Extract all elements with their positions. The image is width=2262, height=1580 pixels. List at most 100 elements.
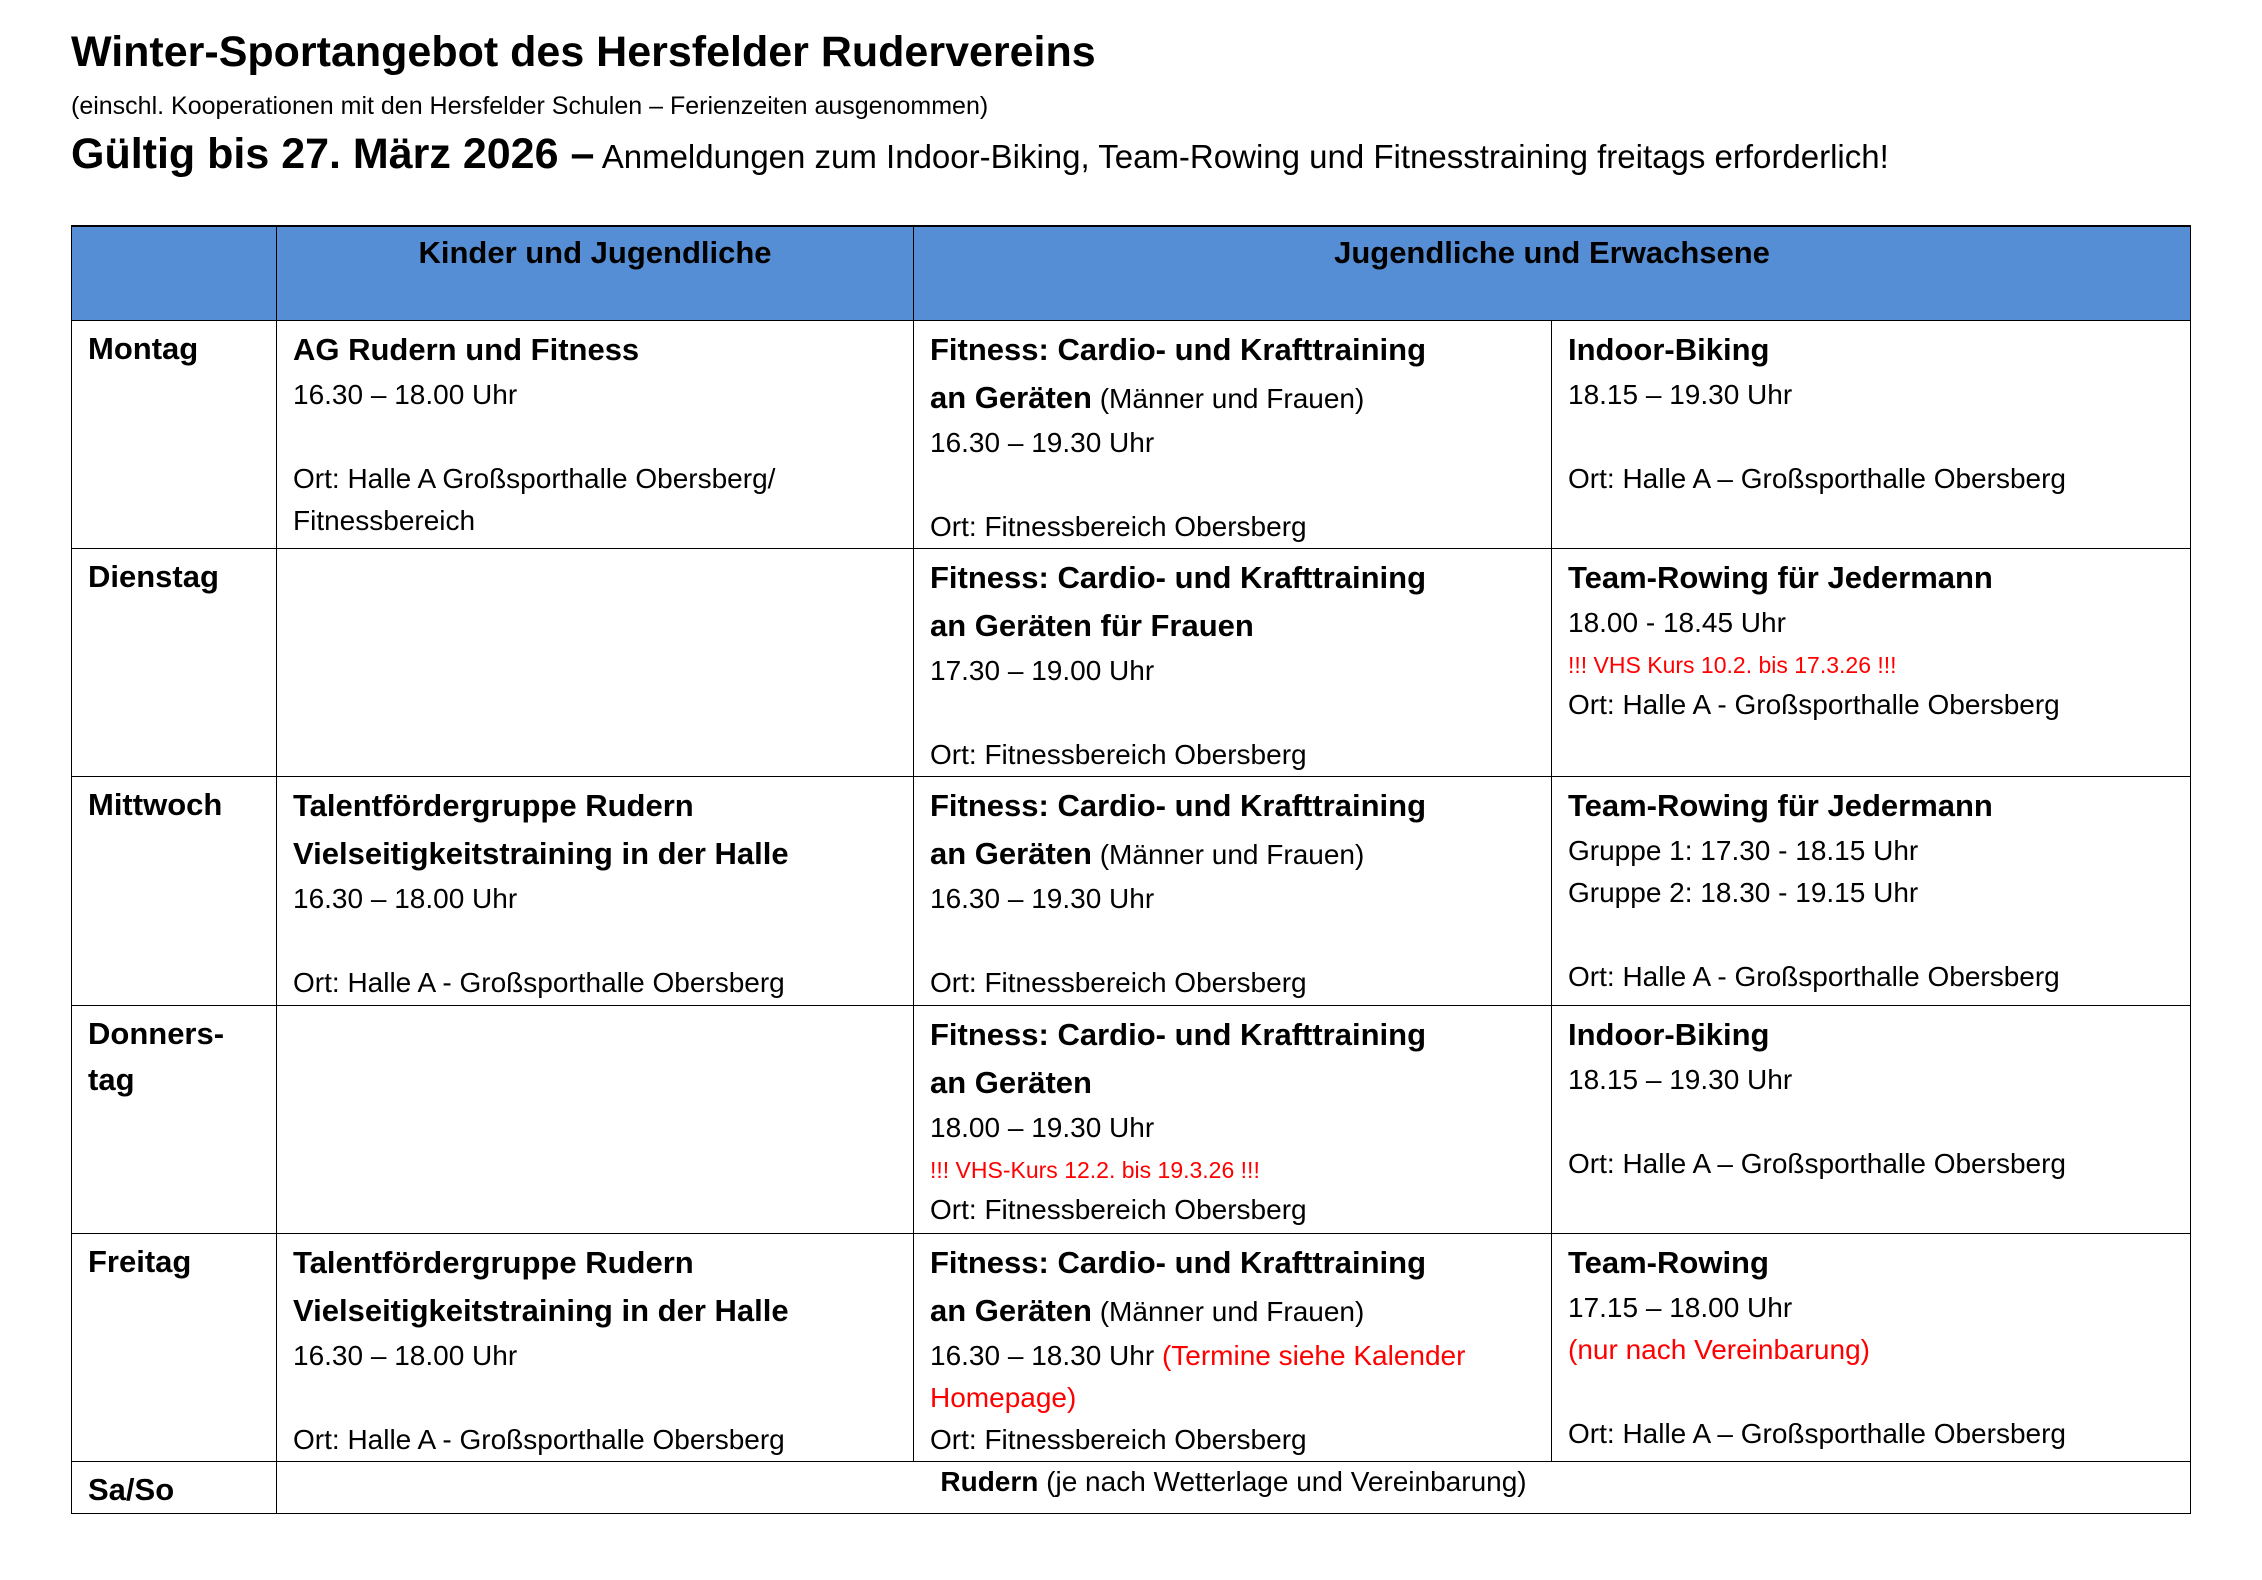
activity-title: AG Rudern und Fitness [293, 331, 640, 367]
cell-line: Ort: Fitnessbereich Obersberg [930, 1189, 1535, 1231]
cell-line: Team-Rowing [1568, 1239, 2174, 1287]
schedule-table: Kinder und Jugendliche Jugendliche und E… [71, 225, 2191, 1514]
validity-line: Gültig bis 27. März 2026 – Anmeldungen z… [71, 130, 1889, 179]
cell-line: an Geräten (Männer und Frauen) [930, 1287, 1535, 1335]
cell-line: !!! VHS-Kurs 12.2. bis 19.3.26 !!! [930, 1149, 1535, 1189]
table-row: Dienstag Fitness: Cardio- und Krafttraini… [71, 547, 2191, 777]
cell-line: (nur nach Vereinbarung) [1568, 1329, 2174, 1371]
cell-line: !!! VHS Kurs 10.2. bis 17.3.26 !!! [1568, 644, 2174, 684]
activity-title: Fitness: Cardio- und Krafttraining [930, 1016, 1426, 1052]
notice-text: Homepage) [930, 1381, 1077, 1413]
cell-line: Fitness: Cardio- und Krafttraining [930, 782, 1535, 830]
detail-text: 16.30 – 19.30 Uhr [930, 882, 1155, 914]
activity-title: an Geräten [930, 1292, 1092, 1328]
cell-line: an Geräten für Frauen [930, 602, 1535, 650]
blank-line [293, 920, 897, 962]
activity-title: an Geräten [930, 379, 1092, 415]
cell-line: 18.15 – 19.30 Uhr [1568, 1059, 2174, 1101]
detail-text: Ort: Halle A - Großsporthalle Obersberg [293, 966, 785, 998]
detail-text: (je nach Wetterlage und Vereinbarung) [1038, 1465, 1527, 1497]
activity-title: Talentfördergruppe Rudern [293, 787, 694, 823]
schedule-cell: Indoor-Biking 18.15 – 19.30 Uhr Ort: Halle… [1551, 1004, 2191, 1234]
cell-line: Ort: Fitnessbereich Obersberg [930, 1419, 1535, 1461]
validity-date: Gültig bis 27. März 2026 – [71, 130, 595, 178]
schedule-cell: Indoor-Biking 18.15 – 19.30 Uhr Ort: Halle… [1551, 319, 2191, 549]
table-row: Montag AG Rudern und Fitness 16.30 – 18.00… [71, 319, 2191, 549]
detail-text: Ort: Halle A – Großsporthalle Obersberg [1568, 1147, 2066, 1179]
notice-text: (Termine siehe Kalender [1161, 1339, 1466, 1371]
cell-line: Ort: Halle A – Großsporthalle Obersberg [1568, 1413, 2174, 1455]
detail-text: Fitnessbereich [293, 504, 476, 536]
schedule-cell: Talentfördergruppe Rudern Vielseitigkeits… [276, 1232, 914, 1462]
blank-line [293, 416, 897, 458]
cell-line: Team-Rowing für Jedermann [1568, 782, 2174, 830]
schedule-cell [276, 547, 914, 777]
cell-line: 16.30 – 19.30 Uhr [930, 878, 1535, 920]
cell-line: Ort: Halle A – Großsporthalle Obersberg [1568, 458, 2174, 500]
detail-text: Ort: Halle A Großsporthalle Obersberg/ [293, 462, 776, 494]
cell-line: 16.30 – 18.00 Uhr [293, 878, 897, 920]
cell-line: Ort: Fitnessbereich Obersberg [930, 506, 1535, 548]
cell-line: 18.15 – 19.30 Uhr [1568, 374, 2174, 416]
blank-line [1568, 416, 2174, 458]
cell-line: Indoor-Biking [1568, 326, 2174, 374]
schedule-cell: Fitness: Cardio- und Krafttraining an Ger… [913, 775, 1552, 1006]
detail-text: Ort: Fitnessbereich Obersberg [930, 1193, 1307, 1225]
cell-line: Ort: Halle A Großsporthalle Obersberg/ [293, 458, 897, 500]
cell-line: Fitness: Cardio- und Krafttraining [930, 1239, 1535, 1287]
activity-title: an Geräten für Frauen [930, 607, 1254, 643]
cell-line: Fitness: Cardio- und Krafttraining [930, 326, 1535, 374]
blank-line [1568, 914, 2174, 956]
schedule-cell: Fitness: Cardio- und Krafttraining an Ger… [913, 319, 1552, 549]
activity-title: Indoor-Biking [1568, 331, 1770, 367]
cell-line: Vielseitigkeitstraining in der Halle [293, 1287, 897, 1335]
detail-text: 16.30 – 18.00 Uhr [293, 1339, 518, 1371]
cell-line: AG Rudern und Fitness [293, 326, 897, 374]
page-title: Winter-Sportangebot des Hersfelder Ruder… [71, 28, 1096, 76]
cell-line: 16.30 – 18.30 Uhr (Termine siehe Kalende… [930, 1335, 1535, 1377]
cell-line: an Geräten (Männer und Frauen) [930, 830, 1535, 878]
detail-text: 16.30 – 18.00 Uhr [293, 378, 518, 410]
activity-title: Team-Rowing [1568, 1244, 1769, 1280]
detail-text: 16.30 – 18.30 Uhr [930, 1339, 1162, 1371]
notice-text: !!! VHS Kurs 10.2. bis 17.3.26 !!! [1568, 651, 1897, 678]
cell-line: 17.15 – 18.00 Uhr [1568, 1287, 2174, 1329]
detail-text: Ort: Halle A - Großsporthalle Obersberg [1568, 960, 2060, 992]
activity-title: Indoor-Biking [1568, 1016, 1770, 1052]
notice-text: !!! VHS-Kurs 12.2. bis 19.3.26 !!! [930, 1156, 1260, 1183]
cell-line: 16.30 – 18.00 Uhr [293, 374, 897, 416]
cell-line: 18.00 – 19.30 Uhr [930, 1107, 1535, 1149]
detail-text: Ort: Halle A - Großsporthalle Obersberg [1568, 688, 2060, 720]
detail-text: Ort: Fitnessbereich Obersberg [930, 510, 1307, 542]
day-label: Dienstag [71, 547, 277, 777]
header-day-column [71, 225, 277, 321]
day-label: Donners- tag [71, 1004, 277, 1234]
activity-title: an Geräten [930, 1064, 1092, 1100]
blank-line [293, 1377, 897, 1419]
detail-text: (Männer und Frauen) [1091, 382, 1365, 414]
activity-title: Fitness: Cardio- und Krafttraining [930, 331, 1426, 367]
detail-text: Ort: Fitnessbereich Obersberg [930, 966, 1307, 998]
activity-title: Rudern [940, 1465, 1039, 1497]
detail-text: Gruppe 2: 18.30 - 19.15 Uhr [1568, 876, 1919, 908]
cell-line: 16.30 – 18.00 Uhr [293, 1335, 897, 1377]
cell-line: Fitnessbereich [293, 500, 897, 542]
cell-line: Ort: Fitnessbereich Obersberg [930, 962, 1535, 1004]
blank-line [930, 692, 1535, 734]
blank-line [1568, 1371, 2174, 1413]
detail-text: Ort: Fitnessbereich Obersberg [930, 738, 1307, 770]
detail-text: (Männer und Frauen) [1091, 1295, 1365, 1327]
activity-title: Fitness: Cardio- und Krafttraining [930, 1244, 1426, 1280]
page-subtitle: (einschl. Kooperationen mit den Hersfeld… [71, 92, 989, 120]
blank-line [930, 464, 1535, 506]
activity-title: Fitness: Cardio- und Krafttraining [930, 787, 1426, 823]
cell-line: Ort: Halle A – Großsporthalle Obersberg [1568, 1143, 2174, 1185]
cell-line: Ort: Halle A - Großsporthalle Obersberg [293, 1419, 897, 1461]
activity-title: Talentfördergruppe Rudern [293, 1244, 694, 1280]
detail-text: 18.15 – 19.30 Uhr [1568, 1063, 1793, 1095]
schedule-cell: AG Rudern und Fitness 16.30 – 18.00 Uhr Or… [276, 319, 914, 549]
cell-line: Gruppe 2: 18.30 - 19.15 Uhr [1568, 872, 2174, 914]
header-kids: Kinder und Jugendliche [276, 225, 914, 321]
detail-text: 16.30 – 19.30 Uhr [930, 426, 1155, 458]
detail-text: 18.00 - 18.45 Uhr [1568, 606, 1786, 638]
